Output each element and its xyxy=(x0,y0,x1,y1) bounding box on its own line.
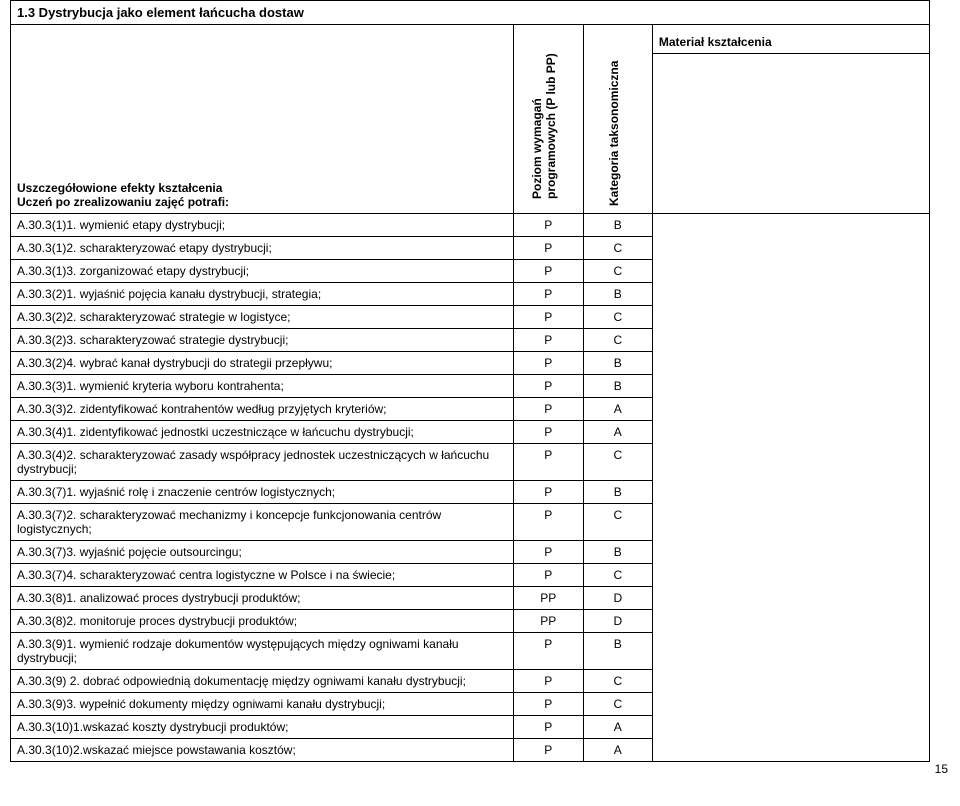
row-kategoria: C xyxy=(583,693,652,716)
row-desc: A.30.3(1)1. wymienić etapy dystrybucji; xyxy=(11,214,514,237)
row-poziom: P xyxy=(513,504,583,541)
row-kategoria: D xyxy=(583,610,652,633)
row-poziom: PP xyxy=(513,587,583,610)
row-desc: A.30.3(7)3. wyjaśnić pojęcie outsourcing… xyxy=(11,541,514,564)
row-kategoria: B xyxy=(583,352,652,375)
row-poziom: P xyxy=(513,670,583,693)
header-poziom: Poziom wymagań programowych (P lub PP) xyxy=(513,25,583,214)
row-desc: A.30.3(1)2. scharakteryzować etapy dystr… xyxy=(11,237,514,260)
row-poziom: P xyxy=(513,306,583,329)
row-kategoria: C xyxy=(583,444,652,481)
material-empty xyxy=(652,54,929,214)
row-desc: A.30.3(8)2. monitoruje proces dystrybucj… xyxy=(11,610,514,633)
header-poziom-line1: Poziom wymagań xyxy=(530,98,544,199)
row-desc: A.30.3(7)2. scharakteryzować mechanizmy … xyxy=(11,504,514,541)
header-material: Materiał kształcenia xyxy=(652,25,929,54)
row-kategoria: C xyxy=(583,306,652,329)
table-row: A.30.3(1)1. wymienić etapy dystrybucji;P… xyxy=(11,214,930,237)
row-poziom: P xyxy=(513,375,583,398)
row-poziom: P xyxy=(513,633,583,670)
row-desc: A.30.3(1)3. zorganizować etapy dystrybuc… xyxy=(11,260,514,283)
page-number: 15 xyxy=(935,762,948,776)
curriculum-table: 1.3 Dystrybucja jako element łańcucha do… xyxy=(10,0,930,762)
row-desc: A.30.3(9) 2. dobrać odpowiednią dokument… xyxy=(11,670,514,693)
row-poziom: P xyxy=(513,329,583,352)
row-poziom: P xyxy=(513,444,583,481)
row-desc: A.30.3(10)1.wskazać koszty dystrybucji p… xyxy=(11,716,514,739)
row-poziom: P xyxy=(513,716,583,739)
row-kategoria: B xyxy=(583,375,652,398)
row-kategoria: C xyxy=(583,670,652,693)
row-desc: A.30.3(4)1. zidentyfikować jednostki ucz… xyxy=(11,421,514,444)
row-poziom: P xyxy=(513,739,583,762)
row-kategoria: C xyxy=(583,237,652,260)
row-desc: A.30.3(4)2. scharakteryzować zasady wspó… xyxy=(11,444,514,481)
header-kategoria: Kategoria taksonomiczna xyxy=(583,25,652,214)
row-kategoria: B xyxy=(583,214,652,237)
row-kategoria: C xyxy=(583,564,652,587)
row-kategoria: A xyxy=(583,398,652,421)
header-poziom-line2: programowych (P lub PP) xyxy=(544,53,558,199)
row-desc: A.30.3(9)3. wypełnić dokumenty między og… xyxy=(11,693,514,716)
row-kategoria: B xyxy=(583,481,652,504)
row-kategoria: A xyxy=(583,739,652,762)
section-row: 1.3 Dystrybucja jako element łańcucha do… xyxy=(11,1,930,25)
row-desc: A.30.3(10)2.wskazać miejsce powstawania … xyxy=(11,739,514,762)
row-desc: A.30.3(2)4. wybrać kanał dystrybucji do … xyxy=(11,352,514,375)
row-desc: A.30.3(9)1. wymienić rodzaje dokumentów … xyxy=(11,633,514,670)
row-desc: A.30.3(7)4. scharakteryzować centra logi… xyxy=(11,564,514,587)
row-kategoria: B xyxy=(583,633,652,670)
row-desc: A.30.3(2)3. scharakteryzować strategie d… xyxy=(11,329,514,352)
row-poziom: P xyxy=(513,237,583,260)
row-kategoria: C xyxy=(583,329,652,352)
row-desc: A.30.3(7)1. wyjaśnić rolę i znaczenie ce… xyxy=(11,481,514,504)
row-poziom: P xyxy=(513,564,583,587)
row-poziom: P xyxy=(513,541,583,564)
row-poziom: P xyxy=(513,693,583,716)
row-desc: A.30.3(2)2. scharakteryzować strategie w… xyxy=(11,306,514,329)
row-kategoria: C xyxy=(583,504,652,541)
row-poziom: P xyxy=(513,260,583,283)
row-desc: A.30.3(2)1. wyjaśnić pojęcia kanału dyst… xyxy=(11,283,514,306)
row-desc: A.30.3(3)2. zidentyfikować kontrahentów … xyxy=(11,398,514,421)
row-poziom: P xyxy=(513,421,583,444)
header-desc-line1: Uszczegółowione efekty kształcenia xyxy=(17,181,222,195)
row-kategoria: B xyxy=(583,541,652,564)
row-desc: A.30.3(3)1. wymienić kryteria wyboru kon… xyxy=(11,375,514,398)
row-desc: A.30.3(8)1. analizować proces dystrybucj… xyxy=(11,587,514,610)
header-desc: Uszczegółowione efekty kształcenia Uczeń… xyxy=(11,25,514,214)
row-kategoria: C xyxy=(583,260,652,283)
row-poziom: P xyxy=(513,214,583,237)
row-poziom: PP xyxy=(513,610,583,633)
header-desc-line2: Uczeń po zrealizowaniu zajęć potrafi: xyxy=(17,195,229,209)
row-material xyxy=(652,214,929,762)
row-kategoria: D xyxy=(583,587,652,610)
row-kategoria: B xyxy=(583,283,652,306)
row-kategoria: A xyxy=(583,716,652,739)
row-kategoria: A xyxy=(583,421,652,444)
section-title: 1.3 Dystrybucja jako element łańcucha do… xyxy=(11,1,930,25)
row-poziom: P xyxy=(513,398,583,421)
row-poziom: P xyxy=(513,481,583,504)
row-poziom: P xyxy=(513,352,583,375)
row-poziom: P xyxy=(513,283,583,306)
header-row: Uszczegółowione efekty kształcenia Uczeń… xyxy=(11,25,930,54)
